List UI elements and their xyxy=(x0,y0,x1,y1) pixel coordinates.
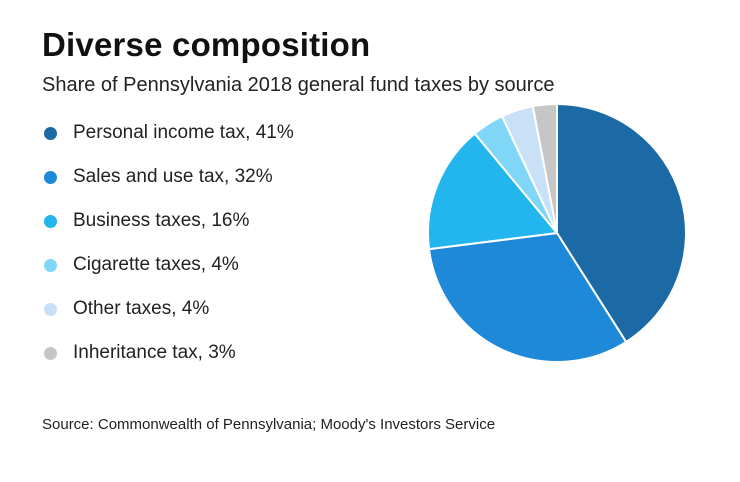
legend-label-business-taxes: Business taxes, 16% xyxy=(73,210,250,231)
legend-label-sales-and-use-tax: Sales and use tax, 32% xyxy=(73,166,273,187)
chart-title: Diverse composition xyxy=(42,26,371,63)
legend-item-sales-and-use-tax: Sales and use tax, 32% xyxy=(44,162,273,192)
legend-label-inheritance-tax: Inheritance tax, 3% xyxy=(73,342,236,363)
legend-item-cigarette-taxes: Cigarette taxes, 4% xyxy=(44,250,239,280)
chart-subtitle: Share of Pennsylvania 2018 general fund … xyxy=(42,74,555,96)
legend-swatch-inheritance-tax xyxy=(44,346,57,360)
legend-swatch-personal-income-tax xyxy=(44,126,57,140)
pie-slice-sales-and-use-tax xyxy=(428,232,628,363)
legend-swatch-other-taxes xyxy=(44,302,57,316)
legend-label-personal-income-tax: Personal income tax, 41% xyxy=(73,122,294,143)
pie-slice-business-taxes xyxy=(427,132,558,251)
source-note: Source: Commonwealth of Pennsylvania; Mo… xyxy=(42,416,496,433)
pie-slice-inheritance-tax xyxy=(531,102,558,234)
legend-swatch-business-taxes xyxy=(44,214,57,228)
legend-item-business-taxes: Business taxes, 16% xyxy=(44,206,249,236)
legend-item-other-taxes: Other taxes, 4% xyxy=(44,294,209,324)
legend-swatch-sales-and-use-tax xyxy=(44,170,57,184)
legend-label-cigarette-taxes: Cigarette taxes, 4% xyxy=(73,254,239,275)
legend-item-personal-income-tax: Personal income tax, 41% xyxy=(44,118,294,148)
legend-label-other-taxes: Other taxes, 4% xyxy=(73,298,210,319)
legend-swatch-cigarette-taxes xyxy=(44,258,57,272)
legend-item-inheritance-tax: Inheritance tax, 3% xyxy=(44,338,236,368)
